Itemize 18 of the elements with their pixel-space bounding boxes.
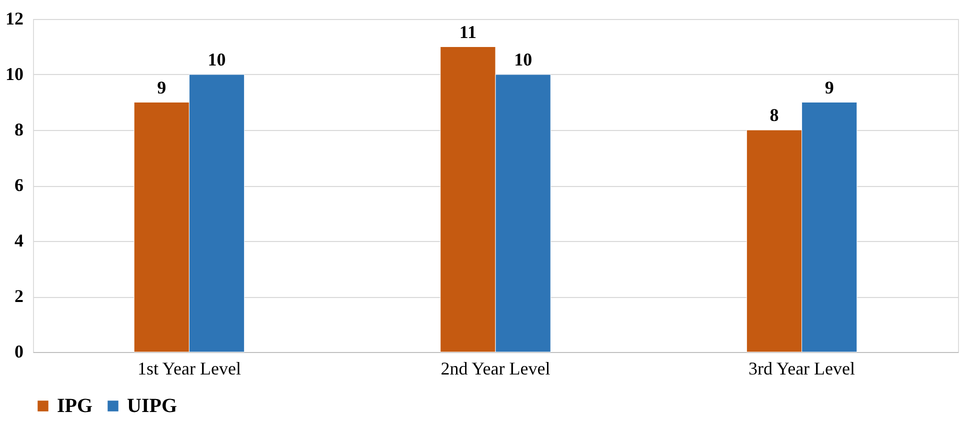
data-label: 10	[514, 50, 532, 70]
data-label: 8	[770, 105, 779, 125]
data-label: 11	[459, 22, 476, 42]
y-tick-label: 4	[14, 230, 24, 250]
x-tick-label: 2nd Year Level	[440, 358, 550, 378]
data-label: 9	[157, 77, 166, 98]
y-tick-label: 12	[6, 8, 24, 28]
legend-label: UIPG	[127, 395, 178, 417]
y-tick-label: 8	[14, 120, 24, 140]
x-tick-label: 3rd Year Level	[748, 358, 856, 378]
y-tick-label: 2	[14, 286, 24, 306]
y-tick-label: 6	[14, 175, 24, 195]
y-tick-label: 0	[14, 342, 24, 362]
x-tick-label: 1st Year Level	[137, 358, 241, 378]
y-tick-label: 10	[6, 64, 24, 84]
legend-label: IPG	[57, 395, 93, 417]
data-label: 10	[208, 50, 226, 70]
data-label: 9	[824, 77, 834, 98]
